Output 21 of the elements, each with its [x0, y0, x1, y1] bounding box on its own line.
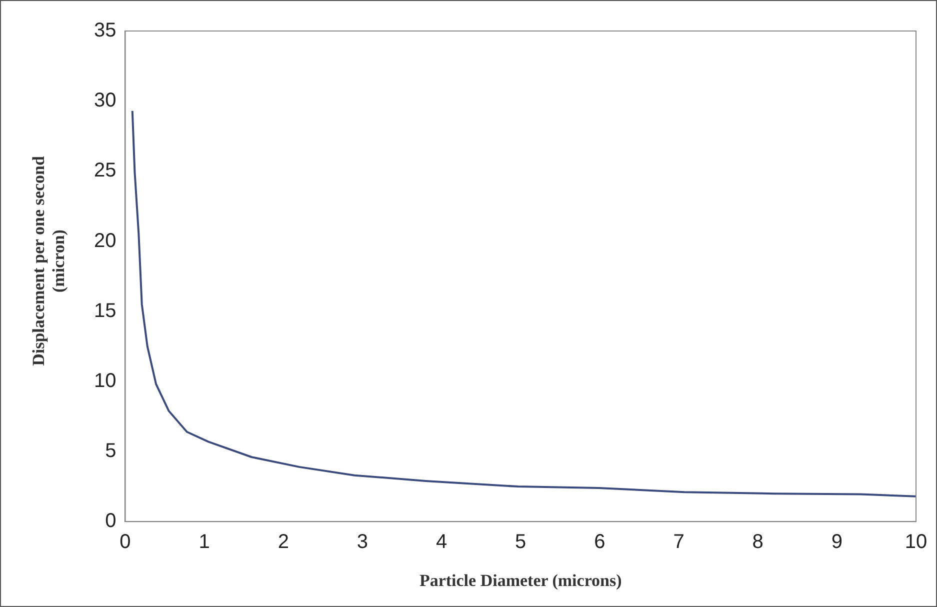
x-tick-label: 8: [752, 531, 764, 554]
x-tick-label: 3: [356, 531, 368, 554]
x-tick-label: 9: [831, 531, 842, 554]
y-tick-label: 10: [94, 370, 116, 392]
y-tick-label: 30: [94, 90, 116, 112]
x-tick-label: 4: [436, 531, 448, 554]
x-tick-label: 7: [673, 531, 684, 554]
y-tick-label: 0: [105, 510, 116, 532]
y-tick-label: 5: [105, 440, 116, 462]
y-tick-label: 20: [94, 230, 116, 252]
y-tick-label: 15: [94, 300, 116, 322]
y-tick-label: 35: [94, 20, 116, 42]
y-tick-label: 25: [94, 160, 116, 182]
x-tick-label: 10: [904, 531, 928, 554]
x-tick-label: 0: [120, 531, 131, 554]
x-tick-label: 1: [198, 531, 210, 554]
x-axis-title: Particle Diameter (microns): [419, 571, 622, 590]
y-axis-title: Displacement per one second (micron): [29, 156, 69, 366]
x-tick-label: 6: [594, 531, 606, 554]
x-tick-label: 2: [278, 531, 289, 554]
x-tick-label: 5: [515, 531, 526, 554]
